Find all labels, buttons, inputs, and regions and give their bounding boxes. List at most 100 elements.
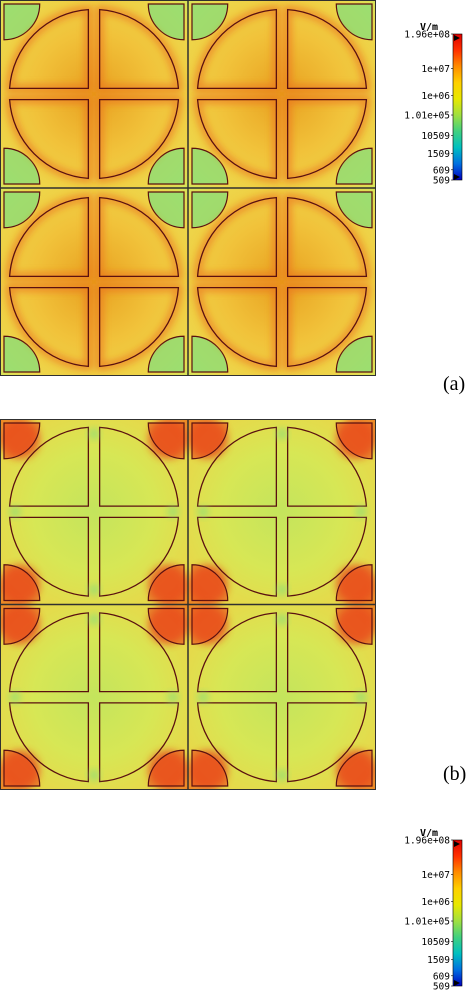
- circle-quadrant: [196, 612, 278, 693]
- corner-patch: [335, 3, 373, 41]
- colorbar-tick-label: 1.96e+08: [404, 836, 450, 847]
- cool-spot: [89, 584, 99, 595]
- corner-patch: [191, 749, 229, 787]
- corner-patch: [191, 147, 229, 185]
- circle-quadrant: [98, 612, 180, 693]
- panel-label-b: (b): [443, 763, 467, 785]
- cool-spot: [355, 692, 366, 703]
- panel-label-a: (a): [443, 373, 466, 395]
- corner-patch: [335, 564, 373, 602]
- colorbar-tick-label: 1e+07: [421, 870, 450, 881]
- circle-quadrant: [8, 98, 90, 180]
- corner-patch: [3, 147, 41, 185]
- circle-quadrant: [8, 702, 90, 783]
- field-border: [0, 0, 376, 376]
- colorbar-tick-label: 1509: [427, 955, 450, 966]
- cool-spot: [277, 770, 287, 781]
- cool-spot: [277, 614, 287, 625]
- circle-quadrant: [8, 286, 90, 368]
- corner-patch: [191, 422, 229, 460]
- colorbar-a: V/m1.96e+08 1e+07 1e+06 1.01e+05 10509 1509 60…: [404, 22, 463, 187]
- circle-quadrant: [98, 516, 180, 597]
- colorbar-unit: V/m: [420, 22, 438, 33]
- colorbar-gradient: [452, 839, 463, 987]
- circle-quadrant: [196, 426, 278, 507]
- cool-spot: [89, 770, 99, 781]
- corner-patch: [191, 3, 229, 41]
- cool-spot: [198, 506, 209, 517]
- corner-patch: [335, 191, 373, 229]
- circle-quadrant: [196, 196, 278, 278]
- corner-patch: [335, 607, 373, 645]
- corner-patch: [147, 607, 185, 645]
- circle-quadrant: [8, 516, 90, 597]
- colorbar-tick-label: 1.01e+05: [404, 917, 450, 928]
- circle-quadrant: [8, 8, 90, 90]
- circle-quadrant: [196, 286, 278, 368]
- cool-spot: [355, 506, 366, 517]
- corner-patch: [147, 3, 185, 41]
- cool-spot: [10, 692, 21, 703]
- unit-cell-1: [0, 0, 188, 188]
- field-border: [0, 419, 376, 790]
- circle-quadrant: [196, 702, 278, 783]
- colorbar-tick-label: 1e+07: [421, 64, 450, 75]
- circle-quadrant: [98, 426, 180, 507]
- colorbar-gradient: [452, 33, 463, 181]
- corner-patch: [147, 335, 185, 373]
- corner-patch: [147, 749, 185, 787]
- unit-cell-4: [188, 188, 376, 376]
- unit-cell-3: [0, 188, 188, 376]
- panel-b: V/m 1.96e+08 1e+07 1e+06 1.01e+05 10509 1509 60…: [0, 396, 474, 993]
- cool-spot: [167, 506, 178, 517]
- corner-patch: [335, 335, 373, 373]
- corner-patch: [147, 191, 185, 229]
- circle-quadrant: [98, 702, 180, 783]
- circle-quadrant: [196, 516, 278, 597]
- cool-spot: [277, 584, 287, 595]
- panel-a: V/m 1.96e+08 1e+07 1e+06 1.01e+05 10509 1509 60…: [0, 0, 474, 396]
- corner-patch: [191, 607, 229, 645]
- circle-quadrant: [8, 612, 90, 693]
- corner-patch: [3, 3, 41, 41]
- cool-spot: [167, 692, 178, 703]
- colorbar-tick-label: 509: [433, 176, 450, 187]
- colorbar-min-marker: [454, 174, 460, 180]
- corner-patch: [191, 564, 229, 602]
- corner-patch: [147, 147, 185, 185]
- circle-quadrant: [196, 98, 278, 180]
- circle-quadrant: [286, 8, 368, 90]
- colorbar-tick-label: 609: [433, 165, 450, 176]
- corner-patch: [3, 749, 41, 787]
- circle-quadrant: [286, 702, 368, 783]
- cool-spot: [10, 506, 21, 517]
- colorbar-tick-label: 1.01e+05: [404, 111, 450, 122]
- corner-patch: [3, 607, 41, 645]
- corner-patch: [147, 422, 185, 460]
- cool-spot: [89, 614, 99, 625]
- circle-quadrant: [286, 286, 368, 368]
- circle-quadrant: [8, 196, 90, 278]
- unit-cell-2: [188, 0, 376, 188]
- colorbar-max-marker: [454, 35, 460, 41]
- field-plot-b: [0, 419, 376, 790]
- corner-patch: [191, 191, 229, 229]
- colorbar-tick-label: 1.96e+08: [404, 30, 450, 41]
- colorbar-tick-label: 509: [433, 982, 450, 993]
- colorbar-tick-label: 1509: [427, 149, 450, 160]
- circle-quadrant: [286, 612, 368, 693]
- colorbar-tick-label: 1e+06: [421, 897, 450, 908]
- circle-quadrant: [286, 98, 368, 180]
- cool-spot: [198, 692, 209, 703]
- corner-patch: [335, 147, 373, 185]
- colorbar-tick-label: 10509: [421, 131, 450, 142]
- corner-patch: [3, 191, 41, 229]
- corner-patch: [3, 335, 41, 373]
- circle-quadrant: [196, 8, 278, 90]
- corner-patch: [335, 422, 373, 460]
- circle-quadrant: [98, 98, 180, 180]
- corner-patch: [335, 749, 373, 787]
- corner-patch: [191, 335, 229, 373]
- circle-quadrant: [98, 8, 180, 90]
- circle-quadrant: [98, 286, 180, 368]
